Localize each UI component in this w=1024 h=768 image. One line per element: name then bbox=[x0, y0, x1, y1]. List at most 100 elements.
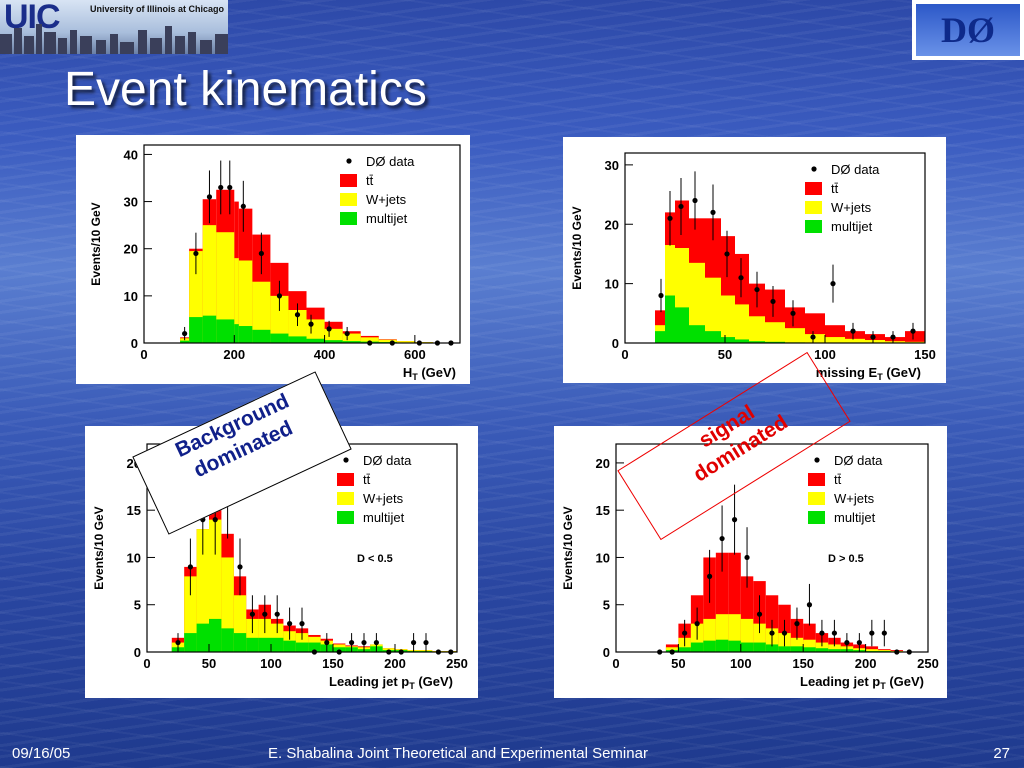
multijet-bar bbox=[828, 649, 841, 652]
legend-label: DØ data bbox=[366, 154, 415, 169]
legend-label: W+jets bbox=[831, 200, 872, 215]
y-tick-label: 10 bbox=[124, 289, 138, 304]
data-point bbox=[707, 573, 713, 579]
multijet-bar bbox=[180, 340, 190, 343]
wjets-bar bbox=[202, 225, 217, 343]
uic-logo-name: University of Illinois at Chicago bbox=[90, 4, 225, 14]
wjets-bar bbox=[735, 304, 749, 343]
multijet-bar bbox=[246, 637, 259, 652]
multijet-bar bbox=[252, 329, 271, 343]
multijet-bar bbox=[675, 307, 689, 343]
y-tick-label: 20 bbox=[124, 242, 138, 257]
d0-logo: DØ bbox=[912, 0, 1024, 60]
data-point bbox=[435, 649, 441, 655]
y-tick-label: 10 bbox=[596, 550, 610, 565]
multijet-bar bbox=[778, 646, 791, 652]
slide-title: Event kinematics bbox=[64, 63, 427, 116]
wjets-bar bbox=[749, 316, 765, 343]
legend-label: multijet bbox=[366, 211, 408, 226]
multijet-bar bbox=[283, 640, 296, 652]
plot-frame bbox=[615, 443, 929, 653]
x-axis-label: missing ET (GeV) bbox=[816, 365, 921, 382]
multijet-bar bbox=[288, 336, 307, 343]
chart-note: D > 0.5 bbox=[828, 553, 864, 565]
multijet-bar bbox=[233, 633, 247, 652]
wjets-bar bbox=[785, 328, 805, 343]
wjets-bar bbox=[721, 295, 735, 343]
uic-logo: UIC University of Illinois at Chicago bbox=[0, 0, 228, 54]
data-point bbox=[881, 630, 887, 636]
wjets-bar bbox=[825, 337, 845, 343]
data-point bbox=[175, 639, 181, 646]
y-tick-label: 15 bbox=[596, 503, 610, 518]
data-point bbox=[287, 621, 293, 627]
data-point bbox=[416, 340, 422, 346]
data-point bbox=[262, 611, 268, 617]
x-tick-label: 600 bbox=[404, 347, 426, 362]
legend-ttbar-swatch bbox=[808, 473, 825, 486]
plot-frame bbox=[624, 152, 926, 344]
x-tick-label: 100 bbox=[730, 656, 752, 671]
data-point bbox=[657, 649, 663, 655]
x-tick-label: 200 bbox=[855, 656, 877, 671]
data-point bbox=[669, 649, 675, 655]
legend-data-marker bbox=[814, 457, 820, 463]
chart-note: D < 0.5 bbox=[357, 553, 393, 565]
multijet-bar bbox=[202, 315, 217, 343]
wjets-bar bbox=[865, 340, 885, 343]
legend-ttbar-swatch bbox=[805, 182, 822, 195]
x-tick-label: 0 bbox=[621, 347, 628, 362]
multijet-bar bbox=[749, 341, 765, 343]
x-tick-label: 150 bbox=[914, 347, 936, 362]
multijet-bar bbox=[324, 340, 343, 343]
wjets-bar bbox=[845, 338, 865, 343]
y-tick-label: 5 bbox=[603, 598, 610, 613]
wjets-bar bbox=[360, 337, 379, 343]
multijet-bar bbox=[765, 644, 779, 652]
data-point bbox=[258, 250, 264, 257]
multijet-bar bbox=[270, 333, 289, 343]
wjets-bar bbox=[378, 339, 397, 343]
wjets-bar bbox=[689, 262, 705, 343]
chart-panel-ht: 0 10 20 30 40 0 200 400 600 Events/10 GeV HT (GeV)… bbox=[76, 135, 470, 384]
data-point bbox=[240, 203, 246, 209]
data-point bbox=[756, 611, 763, 617]
legend-label: W+jets bbox=[363, 491, 404, 506]
legend-label: tt̄ bbox=[834, 472, 842, 487]
data-point bbox=[294, 312, 301, 318]
ttbar-bar bbox=[905, 331, 925, 343]
legend-multijet-swatch bbox=[337, 511, 354, 524]
legend-wjets-swatch bbox=[337, 492, 354, 505]
multijet-bar bbox=[655, 331, 665, 343]
data-point bbox=[212, 517, 218, 523]
legend-label: DØ data bbox=[834, 453, 883, 468]
y-tick-label: 0 bbox=[603, 645, 610, 660]
data-point bbox=[870, 334, 876, 340]
wjets-bar bbox=[288, 310, 307, 343]
y-tick-label: 10 bbox=[605, 277, 619, 292]
data-point bbox=[206, 194, 213, 200]
wjets-bar bbox=[252, 281, 271, 343]
data-point bbox=[850, 328, 856, 334]
multijet-bar bbox=[258, 637, 271, 652]
y-axis-label: Events/10 GeV bbox=[561, 506, 575, 589]
data-point bbox=[692, 197, 698, 204]
data-point bbox=[844, 639, 850, 646]
y-tick-label: 10 bbox=[127, 550, 141, 565]
legend-label: DØ data bbox=[363, 453, 412, 468]
data-point bbox=[894, 649, 900, 655]
data-point bbox=[790, 310, 796, 316]
y-axis-label: Events/10 GeV bbox=[89, 202, 103, 285]
data-point bbox=[810, 334, 816, 340]
y-tick-label: 15 bbox=[127, 503, 141, 518]
legend-label: multijet bbox=[831, 219, 873, 234]
x-axis-label: Leading jet pT (GeV) bbox=[329, 674, 453, 691]
y-tick-label: 20 bbox=[605, 217, 619, 232]
legend-wjets-swatch bbox=[808, 492, 825, 505]
data-point bbox=[731, 517, 738, 523]
ttbar-bar bbox=[845, 331, 865, 343]
multijet-bar bbox=[189, 317, 203, 343]
legend-label: tt̄ bbox=[363, 472, 371, 487]
